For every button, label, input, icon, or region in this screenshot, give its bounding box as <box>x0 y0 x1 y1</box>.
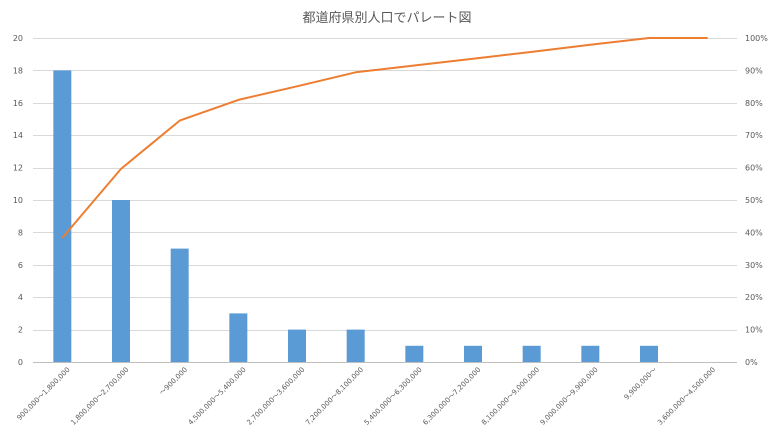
y-tick-label: 16 <box>13 99 23 108</box>
y-tick-label: 8 <box>18 228 23 237</box>
bar <box>229 313 248 362</box>
bar <box>522 345 541 362</box>
bar <box>170 248 189 362</box>
gridlines <box>33 38 737 363</box>
chart-title: 都道府県別人口でパレート図 <box>302 11 471 26</box>
y-tick-label: 6 <box>18 261 23 270</box>
y-tick-label: 10 <box>13 196 23 205</box>
y2-tick-label: 70% <box>745 131 763 140</box>
y-tick-label: 18 <box>13 66 23 75</box>
y-tick-label: 12 <box>13 164 23 173</box>
y-tick-label: 0 <box>18 358 23 367</box>
y2-tick-label: 30% <box>745 261 763 270</box>
bar <box>405 345 424 362</box>
y2-tick-label: 80% <box>745 99 763 108</box>
y2-tick-label: 20% <box>745 293 763 302</box>
bar <box>581 345 600 362</box>
y2-tick-label: 50% <box>745 196 763 205</box>
y-tick-label: 4 <box>18 293 23 302</box>
bar <box>53 70 72 363</box>
y2-tick-label: 60% <box>745 164 763 173</box>
bar <box>346 329 365 362</box>
bar <box>112 200 130 362</box>
y-axis-left: 0 2 4 6 8 10 12 14 16 18 20 <box>13 34 23 367</box>
y2-tick-label: 40% <box>745 228 763 237</box>
cumulative-line <box>61 37 708 239</box>
y-tick-label: 20 <box>13 34 23 43</box>
bar <box>288 329 306 362</box>
bar <box>464 345 482 362</box>
y2-tick-label: 100% <box>745 34 768 43</box>
y-axis-right: 0% 10% 20% 30% 40% 50% 60% 70% 80% 90% 100% <box>745 34 768 367</box>
bars <box>53 70 658 363</box>
cumulative-percentage-line <box>61 37 708 239</box>
y2-tick-label: 10% <box>745 326 763 335</box>
y2-tick-label: 0% <box>745 358 758 367</box>
y-tick-label: 2 <box>18 326 23 335</box>
bar <box>640 345 658 362</box>
y-tick-label: 14 <box>13 131 23 140</box>
y2-tick-label: 90% <box>745 66 763 75</box>
